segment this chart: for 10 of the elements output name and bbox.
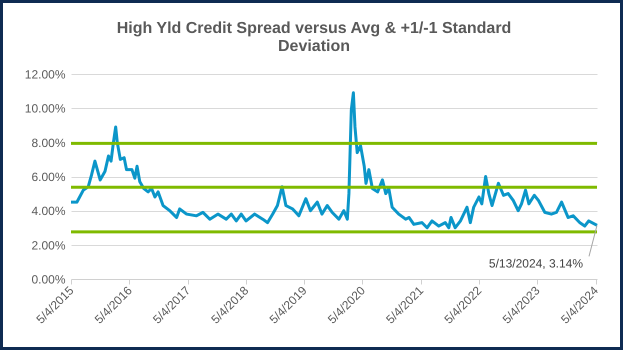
line-series — [70, 91, 598, 230]
y-tick-label: 0.00% — [31, 272, 66, 286]
y-tick-label: 4.00% — [31, 204, 66, 218]
chart-title: High Yld Credit Spread versus Avg & +1/-1 Standard Deviation — [116, 20, 512, 55]
annotation: 5/13/2024, 3.14% — [488, 256, 584, 270]
y-tick-label: 2.00% — [31, 238, 66, 252]
y-tick-label: 10.00% — [24, 102, 66, 116]
y-tick-label: 12.00% — [24, 68, 66, 82]
y-tick-label: 6.00% — [31, 170, 66, 184]
y-tick-label: 8.00% — [31, 136, 66, 150]
